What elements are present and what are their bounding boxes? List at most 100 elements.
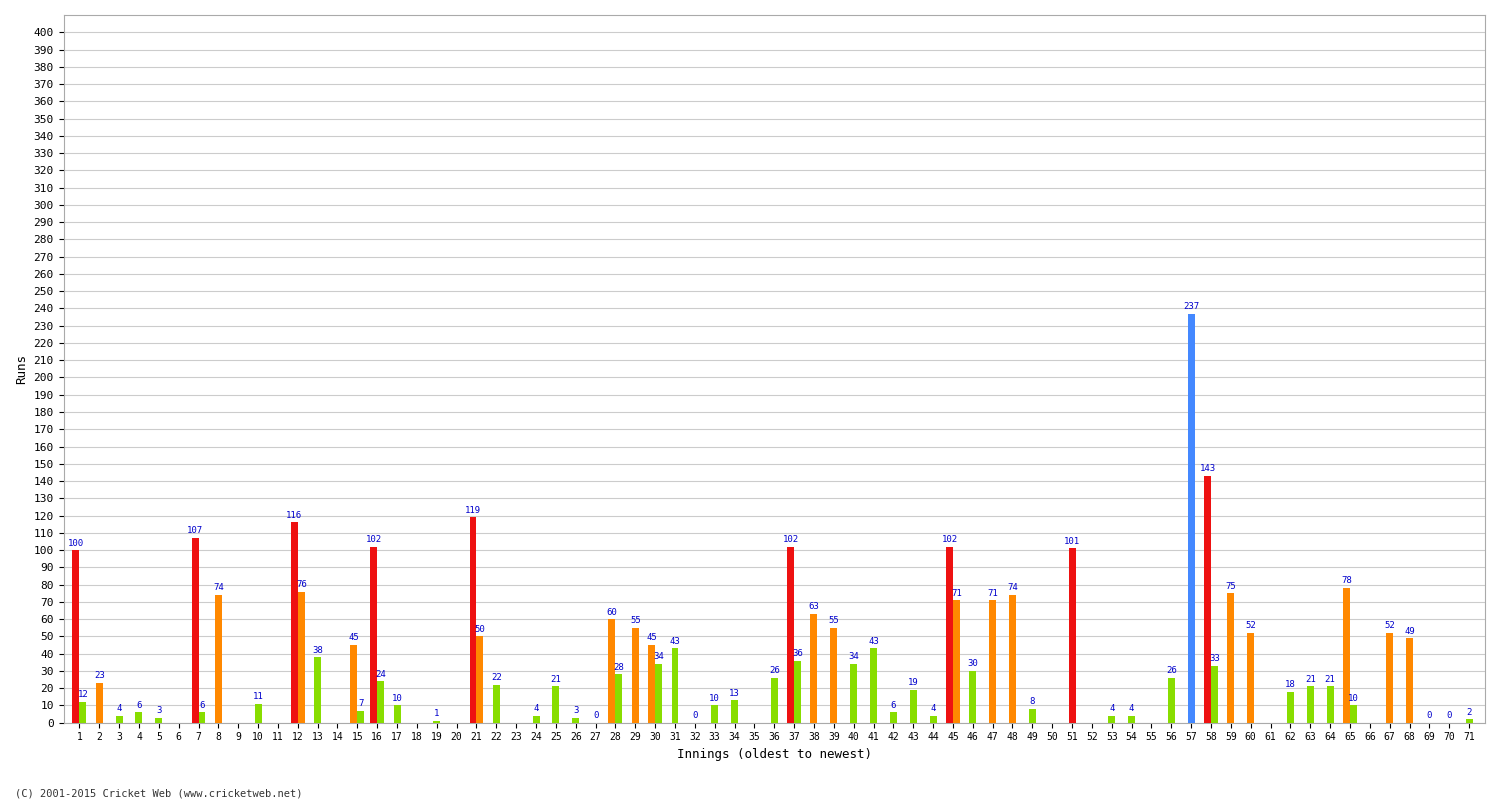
Bar: [156, 718, 162, 722]
Bar: [351, 645, 357, 722]
Bar: [376, 682, 384, 722]
Text: 143: 143: [1200, 464, 1215, 474]
Bar: [477, 637, 483, 722]
Bar: [952, 600, 960, 722]
Bar: [890, 712, 897, 722]
Text: 45: 45: [348, 634, 360, 642]
Text: 45: 45: [646, 634, 657, 642]
Bar: [1227, 594, 1234, 722]
Text: 8: 8: [1029, 698, 1035, 706]
Text: 3: 3: [573, 706, 579, 715]
Text: 74: 74: [213, 583, 223, 592]
Bar: [1287, 692, 1294, 722]
Text: 78: 78: [1341, 577, 1352, 586]
Text: 38: 38: [312, 646, 322, 654]
Text: 26: 26: [1166, 666, 1176, 675]
Bar: [96, 683, 102, 722]
Bar: [198, 712, 206, 722]
Text: 237: 237: [1184, 302, 1198, 311]
Text: 0: 0: [692, 711, 698, 720]
Bar: [393, 706, 400, 722]
Bar: [969, 671, 976, 722]
Bar: [771, 678, 777, 722]
Bar: [1386, 633, 1394, 722]
Text: 55: 55: [828, 616, 839, 625]
Text: 10: 10: [1348, 694, 1359, 703]
Text: 33: 33: [1209, 654, 1219, 663]
Text: 4: 4: [117, 704, 122, 714]
Text: 2: 2: [1467, 708, 1472, 717]
Bar: [831, 628, 837, 722]
Text: 102: 102: [366, 535, 382, 544]
Bar: [632, 628, 639, 722]
Text: 4: 4: [930, 704, 936, 714]
Bar: [255, 704, 261, 722]
Bar: [1168, 678, 1174, 722]
Bar: [116, 716, 123, 722]
Bar: [711, 706, 718, 722]
Text: 107: 107: [188, 526, 202, 535]
Text: 28: 28: [614, 663, 624, 672]
Y-axis label: Runs: Runs: [15, 354, 28, 384]
X-axis label: Innings (oldest to newest): Innings (oldest to newest): [676, 748, 871, 761]
Text: 6: 6: [891, 701, 896, 710]
Text: 101: 101: [1064, 537, 1080, 546]
Bar: [552, 686, 560, 722]
Bar: [1204, 476, 1210, 722]
Bar: [930, 716, 936, 722]
Bar: [672, 649, 678, 722]
Bar: [433, 721, 439, 722]
Bar: [656, 664, 662, 722]
Bar: [810, 614, 818, 722]
Text: 1: 1: [433, 710, 439, 718]
Bar: [1326, 686, 1334, 722]
Text: 6: 6: [136, 701, 141, 710]
Bar: [470, 518, 477, 722]
Bar: [357, 710, 364, 722]
Text: 74: 74: [1007, 583, 1019, 592]
Text: 11: 11: [252, 692, 264, 701]
Text: 24: 24: [375, 670, 386, 678]
Text: 0: 0: [592, 711, 598, 720]
Text: 21: 21: [1305, 675, 1316, 684]
Bar: [870, 649, 877, 722]
Text: 3: 3: [156, 706, 162, 715]
Bar: [609, 619, 615, 722]
Text: 4: 4: [534, 704, 538, 714]
Text: 100: 100: [68, 538, 84, 547]
Bar: [1248, 633, 1254, 722]
Bar: [1350, 706, 1358, 722]
Text: 21: 21: [1324, 675, 1335, 684]
Bar: [494, 685, 500, 722]
Bar: [988, 600, 996, 722]
Text: 23: 23: [94, 671, 105, 681]
Text: 6: 6: [200, 701, 204, 710]
Text: 12: 12: [78, 690, 88, 699]
Text: (C) 2001-2015 Cricket Web (www.cricketweb.net): (C) 2001-2015 Cricket Web (www.cricketwe…: [15, 788, 303, 798]
Text: 102: 102: [942, 535, 957, 544]
Text: 71: 71: [987, 589, 998, 598]
Bar: [1210, 666, 1218, 722]
Bar: [72, 550, 80, 722]
Bar: [850, 664, 856, 722]
Text: 18: 18: [1286, 680, 1296, 689]
Bar: [192, 538, 198, 722]
Bar: [214, 595, 222, 722]
Text: 34: 34: [849, 653, 859, 662]
Text: 30: 30: [968, 659, 978, 668]
Bar: [1010, 595, 1016, 722]
Bar: [573, 718, 579, 722]
Text: 4: 4: [1108, 704, 1114, 714]
Bar: [1406, 638, 1413, 722]
Bar: [946, 546, 952, 722]
Bar: [1466, 719, 1473, 722]
Text: 13: 13: [729, 689, 740, 698]
Bar: [532, 716, 540, 722]
Text: 49: 49: [1404, 626, 1414, 635]
Bar: [135, 712, 142, 722]
Text: 0: 0: [1446, 711, 1452, 720]
Bar: [80, 702, 87, 722]
Text: 43: 43: [868, 637, 879, 646]
Text: 50: 50: [474, 625, 486, 634]
Bar: [910, 690, 916, 722]
